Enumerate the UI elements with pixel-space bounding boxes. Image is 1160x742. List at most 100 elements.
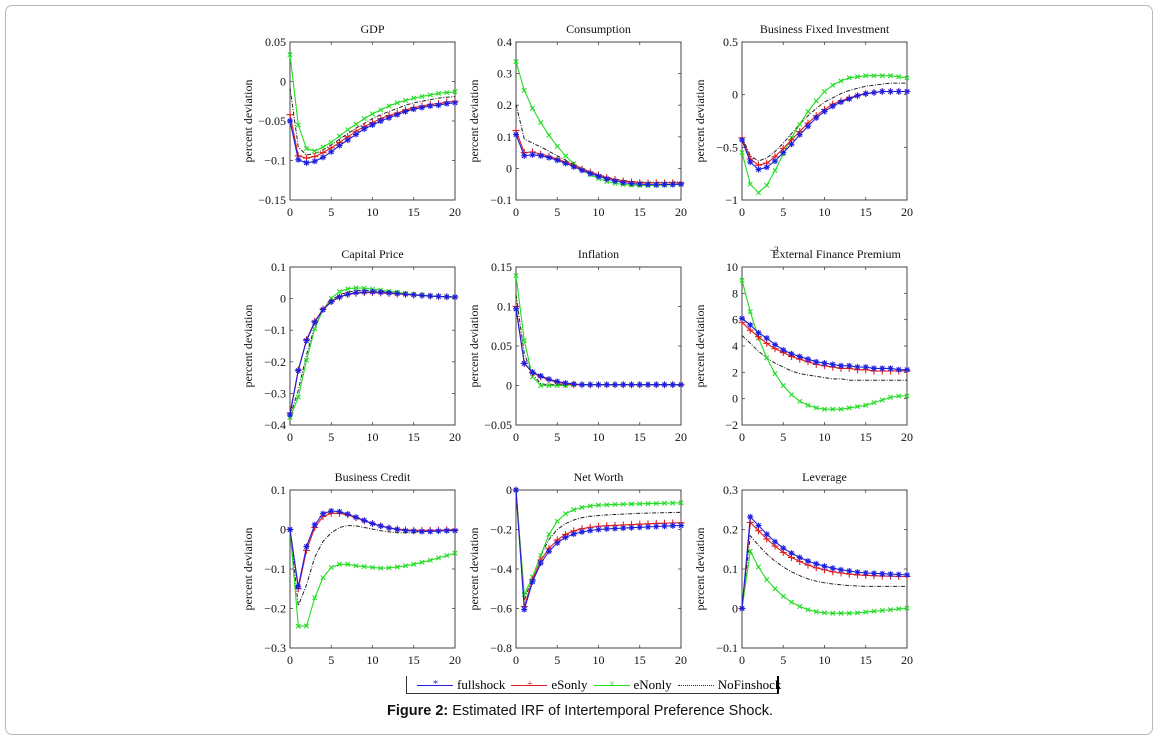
data-point <box>904 605 910 611</box>
y-axis-label: percent deviation <box>241 80 255 163</box>
y-tick-label: −0.05 <box>258 114 286 128</box>
legend-item-enonly: × eNonly <box>588 676 672 693</box>
series-line-nofinshock <box>741 534 907 609</box>
data-point <box>788 392 795 398</box>
data-point <box>443 293 450 300</box>
data-point <box>336 142 343 149</box>
data-point <box>678 522 684 529</box>
data-point <box>386 289 392 296</box>
data-point <box>386 565 392 571</box>
data-point <box>435 528 442 535</box>
data-point <box>871 570 877 577</box>
data-point <box>772 167 778 174</box>
series-enonly <box>739 277 910 412</box>
y-tick-label: 0.1 <box>271 260 286 274</box>
data-point <box>336 508 343 515</box>
x-tick-label: 5 <box>780 430 786 444</box>
data-point <box>361 564 367 570</box>
data-point <box>452 99 458 106</box>
data-point <box>369 121 376 128</box>
plot-area <box>289 489 456 649</box>
series-fullshock <box>513 305 684 388</box>
y-tick-label: 0 <box>506 483 512 497</box>
data-point <box>562 380 569 387</box>
series-enonly <box>739 73 910 196</box>
data-point <box>788 550 795 557</box>
data-point <box>846 567 853 574</box>
data-point <box>443 100 450 107</box>
y-tick-label: −0.1 <box>716 641 738 655</box>
panel-title: Business Credit <box>335 470 411 484</box>
y-tick-label: 6 <box>732 313 738 327</box>
data-point <box>529 578 536 585</box>
data-point <box>788 350 795 357</box>
x-tick-label: 10 <box>593 430 605 444</box>
series-nofinshock <box>741 82 907 162</box>
data-point <box>854 92 861 99</box>
data-point <box>896 393 902 399</box>
data-point <box>805 356 811 363</box>
y-tick-label: 0.1 <box>497 130 512 144</box>
y-axis-label: percent deviation <box>467 528 481 611</box>
data-point <box>386 114 392 121</box>
data-point <box>678 181 684 188</box>
plot-area <box>515 489 682 649</box>
data-point <box>854 610 861 616</box>
data-point <box>587 381 594 388</box>
x-tick-label: 15 <box>408 653 420 667</box>
series-fullshock <box>739 513 910 612</box>
data-point <box>904 366 910 373</box>
data-point <box>620 501 626 507</box>
data-point <box>637 501 643 507</box>
y-tick-label: −2 <box>725 418 738 432</box>
data-point <box>895 571 902 578</box>
data-point <box>394 100 400 106</box>
data-point <box>838 99 844 106</box>
x-tick-label: 10 <box>367 653 379 667</box>
plot-area <box>741 266 908 426</box>
data-point <box>419 559 425 565</box>
data-point <box>838 406 844 412</box>
data-point <box>821 563 828 570</box>
legend-item-fullshock: * fullshock <box>411 676 505 693</box>
legend-marker: × <box>609 678 615 690</box>
data-point <box>410 106 417 113</box>
data-point <box>538 382 544 389</box>
data-point <box>813 609 819 615</box>
series-nofinshock <box>289 87 456 156</box>
data-point <box>879 73 885 79</box>
data-point <box>361 125 368 132</box>
x-tick-label: 20 <box>901 653 913 667</box>
data-point <box>587 503 593 509</box>
data-point <box>286 111 294 119</box>
data-point <box>513 131 519 138</box>
data-point <box>521 337 527 344</box>
legend-label: eSonly <box>551 676 588 692</box>
data-point <box>904 571 910 578</box>
x-tick-label: 15 <box>634 653 646 667</box>
data-point <box>554 539 561 546</box>
series-line-nofinshock <box>741 82 907 162</box>
data-point <box>427 92 433 98</box>
series-fullshock <box>287 99 458 166</box>
y-tick-label: 0.5 <box>723 35 738 49</box>
data-point <box>369 111 376 117</box>
data-point <box>287 411 293 418</box>
data-point <box>361 288 368 295</box>
data-point <box>780 149 787 156</box>
data-point <box>863 73 869 79</box>
data-point <box>603 525 610 532</box>
data-point <box>521 360 528 367</box>
data-point <box>661 381 668 388</box>
data-point <box>879 397 885 403</box>
y-tick-label: 0 <box>732 392 738 406</box>
data-point <box>628 524 635 531</box>
data-point <box>887 88 894 95</box>
data-point <box>904 393 910 399</box>
data-point <box>427 528 434 535</box>
y-tick-label: 0 <box>732 602 738 616</box>
data-point <box>402 108 409 115</box>
data-point <box>336 133 343 139</box>
data-point <box>821 88 828 95</box>
